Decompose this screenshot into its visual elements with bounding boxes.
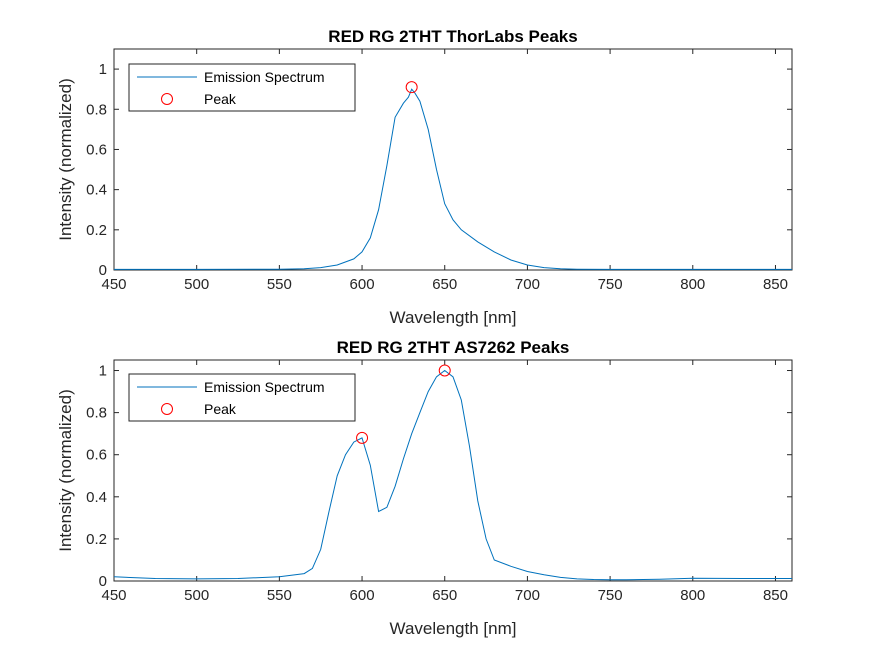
peak-markers: [405, 81, 418, 94]
y-tick-label: 0.8: [86, 101, 107, 118]
y-tick-label: 1: [99, 61, 107, 78]
y-axis-label: Intensity (normalized): [56, 78, 75, 241]
legend-box: [128, 373, 356, 422]
y-tick-label: 0.6: [86, 141, 107, 158]
x-tick-label: 450: [101, 276, 126, 293]
spectrum-plot-as7262: RED RG 2THT AS7262 Peaks 450 500 550 600 650…: [56, 338, 793, 638]
tick-group: 450 500 550 600 650 700 750 800 850 0 0.2 0.4 0.6 0.8…: [86, 49, 792, 293]
x-tick-label: 800: [680, 276, 705, 293]
legend-peak-marker: [161, 403, 173, 415]
legend-peak-marker: [161, 93, 173, 105]
y-tick-label: 0.4: [86, 182, 107, 199]
y-tick-label: 0.2: [86, 222, 107, 239]
peak-marker: [356, 431, 369, 444]
x-tick-label: 800: [680, 587, 705, 604]
spectrum-plot-thorlabs: RED RG 2THT ThorLabs Peaks 450 500 550 600 6…: [56, 27, 793, 327]
x-tick-label: 700: [515, 587, 540, 604]
x-tick-label: 700: [515, 276, 540, 293]
x-tick-label: 850: [763, 276, 788, 293]
x-tick-label: 550: [267, 587, 292, 604]
peak-marker: [405, 81, 418, 94]
x-tick-label: 650: [432, 587, 457, 604]
x-tick-label: 750: [598, 587, 623, 604]
emission-spectrum-line: [113, 369, 792, 581]
legend-entry-emission: Emission Spectrum: [204, 379, 325, 395]
x-tick-label: 550: [267, 276, 292, 293]
peak-marker: [438, 364, 451, 377]
x-tick-label: 450: [101, 587, 126, 604]
y-tick-label: 0: [99, 262, 107, 279]
x-tick-label: 600: [350, 587, 375, 604]
legend: Emission Spectrum Peak: [128, 63, 356, 112]
x-tick-label: 600: [350, 276, 375, 293]
x-tick-label: 650: [432, 276, 457, 293]
emission-spectrum-line: [114, 88, 792, 270]
x-axis-label: Wavelength [nm]: [390, 308, 517, 327]
legend: Emission Spectrum Peak: [128, 373, 356, 422]
y-axis-label: Intensity (normalized): [56, 389, 75, 552]
x-axis-label: Wavelength [nm]: [390, 619, 517, 638]
legend-box: [128, 63, 356, 112]
legend-entry-emission: Emission Spectrum: [204, 69, 325, 85]
y-tick-label: 0.8: [86, 405, 107, 422]
y-tick-label: 0.2: [86, 531, 107, 548]
y-tick-label: 0: [99, 573, 107, 590]
legend-entry-peak: Peak: [204, 91, 237, 107]
legend-entry-peak: Peak: [204, 401, 237, 417]
tick-group: 450 500 550 600 650 700 750 800 850 0 0.2 0.4 0.6 0.8…: [86, 360, 792, 604]
plot-title: RED RG 2THT AS7262 Peaks: [337, 338, 570, 357]
plot-title: RED RG 2THT ThorLabs Peaks: [328, 27, 577, 46]
y-tick-label: 1: [99, 363, 107, 380]
x-tick-label: 750: [598, 276, 623, 293]
x-tick-label: 850: [763, 587, 788, 604]
peak-markers: [356, 364, 451, 444]
x-tick-label: 500: [184, 276, 209, 293]
y-tick-label: 0.6: [86, 447, 107, 464]
y-tick-label: 0.4: [86, 489, 107, 506]
x-tick-label: 500: [184, 587, 209, 604]
